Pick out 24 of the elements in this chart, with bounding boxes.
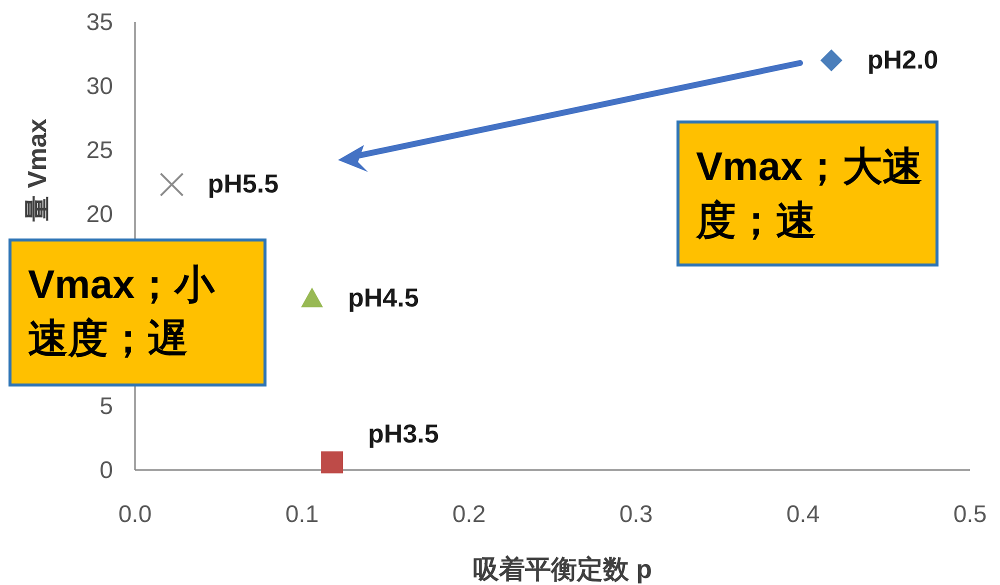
- x-tick-label: 0.3: [619, 501, 653, 528]
- x-tick-label: 0.1: [285, 501, 319, 528]
- y-tick-label: 0: [100, 457, 113, 484]
- y-tick-label: 20: [86, 201, 113, 228]
- x-tick-label: 0.2: [452, 501, 486, 528]
- series-label: pH2.0: [867, 44, 938, 74]
- x-tick-label: 0.0: [118, 501, 152, 528]
- x-tick-label: 0.4: [786, 501, 820, 528]
- series-label: pH5.5: [208, 168, 279, 199]
- annotation: Vmax；小速度；遅: [28, 263, 216, 361]
- y-tick-label: 25: [86, 137, 113, 164]
- x-tick-label: 0.5: [953, 501, 987, 528]
- y-tick-label: 35: [86, 9, 113, 36]
- point: [301, 287, 324, 308]
- x-axis-title: 吸着平衡定数 p: [472, 554, 652, 584]
- point: [160, 172, 184, 197]
- point: [820, 49, 842, 72]
- y-axis-title: 量 Vmax: [22, 118, 52, 222]
- series-label: pH4.5: [348, 282, 419, 312]
- series-label: pH3.5: [368, 418, 439, 448]
- point: [321, 451, 344, 474]
- annotation: Vmax；大速度；速: [695, 145, 923, 243]
- y-tick-label: 5: [100, 393, 113, 420]
- y-tick-label: 30: [86, 73, 113, 100]
